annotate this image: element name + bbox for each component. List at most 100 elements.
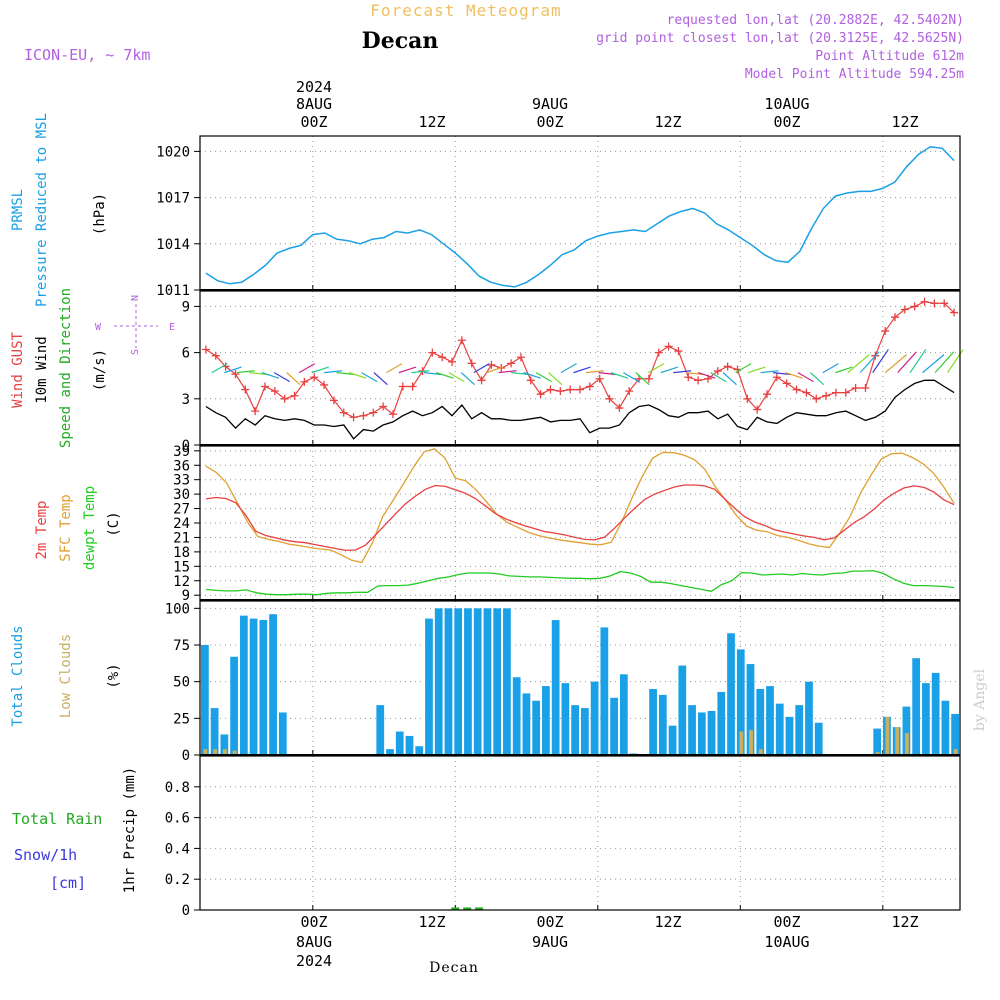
gust-marker	[910, 302, 919, 311]
bottom-tick-label: 00Z	[300, 913, 327, 931]
wind-direction-arrow	[236, 370, 255, 374]
wind-direction-arrow	[560, 363, 577, 374]
gust-marker	[595, 374, 604, 383]
total-cloud-bar	[230, 656, 238, 755]
gust-marker	[428, 348, 437, 357]
gust-marker	[861, 384, 870, 393]
gust-marker	[615, 404, 624, 413]
bottom-tick-label: 12Z	[654, 913, 681, 931]
total-cloud-bar	[775, 703, 784, 755]
gust-marker	[408, 382, 417, 391]
low-cloud-bar	[758, 749, 763, 755]
point-altitude: Point Altitude 612m	[815, 49, 964, 64]
top-tick-label: 00Z	[773, 113, 800, 131]
total-cloud-bar	[434, 608, 443, 755]
bottom-date-label: 8AUG	[296, 933, 332, 951]
y-tick-label: 1011	[156, 283, 190, 299]
wind-direction-arrow	[722, 372, 737, 386]
total-cloud-bar	[736, 649, 745, 755]
gust-marker	[211, 351, 220, 360]
bottom-time-axis: 00Z 12Z 00Z 12Z 00Z 12Z 8AUG 9AUG 10AUG …	[296, 913, 919, 976]
y-tick-label: 21	[173, 530, 190, 546]
wind-direction-arrow	[336, 372, 355, 376]
wind-direction-arrow	[535, 372, 552, 383]
wind-direction-arrow	[859, 351, 880, 374]
y-tick-label: 30	[173, 487, 190, 503]
gust-marker	[320, 380, 329, 389]
top-date-label: 10AUG	[764, 95, 809, 113]
total-cloud-bar	[951, 713, 959, 755]
precip-labels: Total Rain Snow/1h [cm] 1hr Precip (mm)	[12, 767, 138, 893]
total-cloud-bar	[658, 694, 667, 755]
y-tick-label: 3	[182, 392, 190, 408]
wind-direction-arrow	[735, 363, 752, 374]
gust-marker	[831, 388, 840, 397]
wind-direction-arrow	[685, 372, 704, 376]
wind-direction-arrow	[847, 354, 870, 374]
bottom-tick-label: 12Z	[418, 913, 445, 931]
gust-marker	[379, 402, 388, 411]
gust-marker	[763, 390, 772, 399]
low-cloud-bar	[904, 733, 909, 755]
total-cloud-bar	[795, 705, 804, 755]
wind-direction-arrow	[398, 366, 417, 374]
total-cloud-label: Total Clouds	[10, 625, 26, 726]
gust-marker	[438, 353, 447, 362]
total-cloud-bar	[278, 712, 287, 755]
total-cloud-bar	[668, 725, 677, 755]
y-tick-label: 24	[173, 516, 190, 532]
snow-unit: [cm]	[50, 874, 86, 892]
model-altitude: Model Point Altitude 594.25m	[745, 67, 964, 82]
gust-marker	[201, 345, 210, 354]
gust-marker	[684, 373, 693, 382]
gust-marker	[516, 353, 525, 362]
low-cloud-bar	[222, 749, 227, 755]
low-cloud-bar	[213, 749, 218, 755]
low-cloud-bar	[875, 752, 880, 755]
gust-marker	[743, 394, 752, 403]
total-cloud-bar	[697, 712, 706, 755]
wind-direction-arrow	[809, 372, 825, 386]
low-cloud-bar	[895, 727, 900, 755]
wind-direction-arrow	[835, 366, 853, 374]
wind-direction-arrow	[373, 372, 388, 386]
y-tick-label: 0	[182, 903, 190, 919]
y-tick-label: 33	[173, 473, 190, 489]
compass-icon: N S W E	[95, 295, 175, 355]
total-cloud-bar	[201, 645, 209, 755]
total-cloud-bar	[746, 664, 755, 755]
model-label: ICON-EU, ~ 7km	[24, 46, 150, 64]
dewpoint-line	[205, 569, 955, 596]
bottom-date-label: 9AUG	[532, 933, 568, 951]
top-time-axis: 2024 8AUG 9AUG 10AUG 00Z 12Z 00Z 12Z 00Z…	[296, 78, 919, 131]
total-cloud-bar	[814, 722, 823, 755]
wind-direction-arrow	[872, 349, 889, 373]
wind-direction-arrow	[760, 370, 779, 374]
wind-direction-arrow	[386, 363, 403, 374]
bottom-year-label: 2024	[296, 952, 332, 970]
gust-marker	[241, 385, 250, 394]
top-tick-label: 12Z	[891, 113, 918, 131]
y-tick-label: 75	[173, 638, 190, 654]
pressure-panel: 1011 1014 1017 1020	[156, 136, 960, 299]
wind-direction-arrow	[598, 372, 617, 376]
gust-line	[205, 301, 955, 418]
gust-marker	[526, 376, 535, 385]
total-cloud-bar	[873, 728, 882, 755]
total-cloud-bar	[571, 705, 579, 755]
gust-marker	[339, 408, 348, 417]
wind-label: 10m Wind	[34, 336, 50, 403]
wind-direction-arrow	[660, 366, 679, 374]
wind-direction-arrow	[884, 354, 908, 374]
low-cloud-bar	[885, 716, 890, 755]
wind-direction-arrow	[610, 372, 629, 379]
gust-marker	[940, 299, 949, 308]
gust-marker	[585, 382, 594, 391]
top-year-label: 2024	[296, 78, 332, 96]
panel-border	[199, 135, 961, 291]
total-cloud-bar	[912, 658, 921, 755]
gust-label: Wind GUST	[10, 332, 26, 408]
total-cloud-bar	[405, 735, 414, 755]
total-cloud-bar	[376, 705, 385, 755]
wind-direction-arrow	[785, 372, 803, 379]
